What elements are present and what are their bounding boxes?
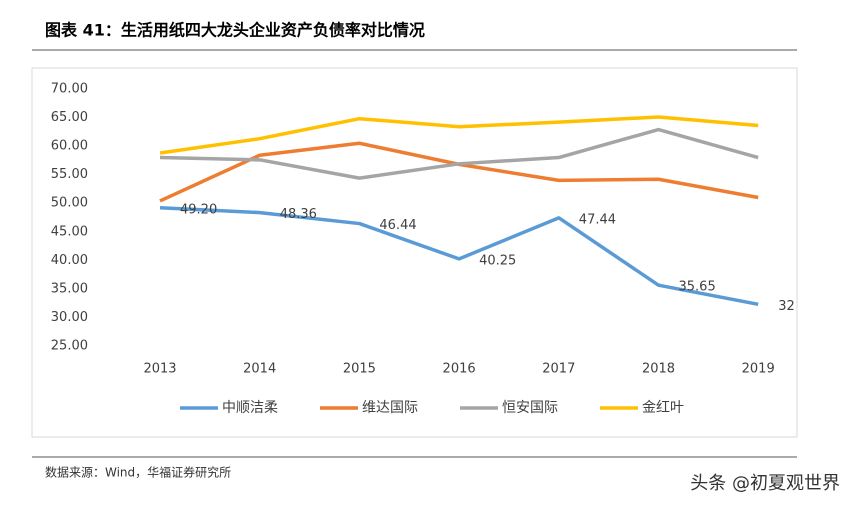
data-label: 32 bbox=[778, 299, 795, 314]
series-line bbox=[159, 115, 759, 155]
x-tick-label: 2015 bbox=[343, 362, 376, 377]
y-tick-label: 50.00 bbox=[51, 196, 88, 211]
y-tick-label: 35.00 bbox=[51, 281, 88, 296]
data-label: 48.36 bbox=[280, 207, 317, 222]
x-tick-label: 2017 bbox=[542, 362, 575, 377]
x-tick-label: 2018 bbox=[642, 362, 675, 377]
plot-area: 49.20 48.36 46.44 40.25 47.44 35.65 32 bbox=[159, 115, 795, 314]
legend-label: 恒安国际 bbox=[502, 400, 558, 416]
x-tick-label: 2019 bbox=[742, 362, 775, 377]
series-line bbox=[159, 206, 759, 307]
legend-label: 中顺洁柔 bbox=[222, 400, 278, 416]
y-tick-label: 45.00 bbox=[51, 224, 88, 239]
x-tick-label: 2016 bbox=[443, 362, 476, 377]
y-tick-label: 30.00 bbox=[51, 310, 88, 325]
data-label: 35.65 bbox=[679, 280, 716, 295]
data-label: 40.25 bbox=[479, 253, 516, 268]
y-tick-label: 25.00 bbox=[51, 339, 88, 354]
data-label: 46.44 bbox=[379, 218, 416, 233]
y-tick-label: 70.00 bbox=[51, 82, 88, 97]
watermark: 头条 @初夏观世界 bbox=[690, 473, 840, 494]
plot-frame bbox=[31, 67, 798, 438]
y-tick-label: 40.00 bbox=[51, 253, 88, 268]
y-tick-label: 60.00 bbox=[51, 139, 88, 154]
chart-title: 图表 41：生活用纸四大龙头企业资产负债率对比情况 bbox=[45, 21, 425, 40]
data-label: 49.20 bbox=[180, 202, 217, 217]
series-line bbox=[159, 127, 759, 180]
y-tick-label: 55.00 bbox=[51, 167, 88, 182]
x-tick-label: 2014 bbox=[243, 362, 276, 377]
data-label: 47.44 bbox=[579, 212, 616, 227]
legend-label: 维达国际 bbox=[362, 400, 418, 416]
legend-label: 金红叶 bbox=[642, 400, 684, 416]
series-line bbox=[159, 141, 759, 203]
y-tick-label: 65.00 bbox=[51, 110, 88, 125]
x-tick-label: 2013 bbox=[143, 362, 176, 377]
source-note: 数据来源：Wind，华福证券研究所 bbox=[45, 465, 231, 480]
